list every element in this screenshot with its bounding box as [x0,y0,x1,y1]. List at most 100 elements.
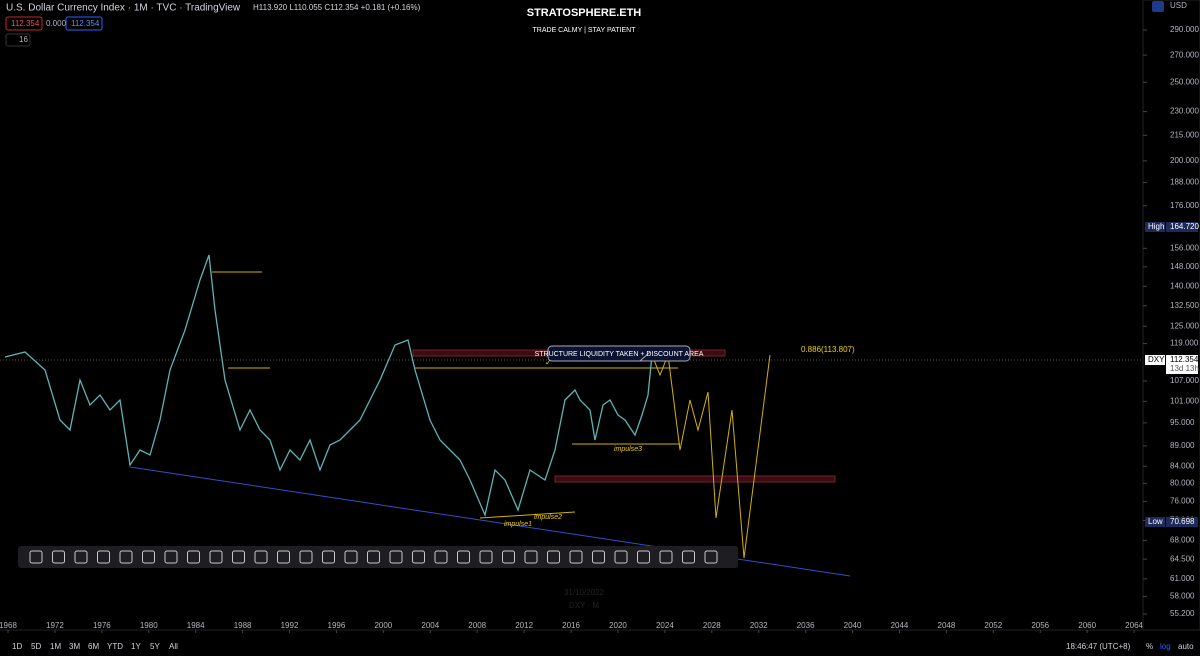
ask: 112.354 [71,19,100,28]
time-tick-label: 1980 [140,621,158,630]
range-button[interactable]: 1Y [131,642,141,651]
range-button[interactable]: 1D [12,642,22,651]
tool-button[interactable] [592,550,605,564]
price-tick-label: 64.500 [1170,554,1195,563]
tool-button[interactable] [97,550,110,564]
tool-button[interactable] [232,550,245,564]
tool-button[interactable] [434,550,448,564]
tool-button[interactable] [209,550,223,564]
indicators-count: 16 [19,35,28,44]
tool-button[interactable] [299,550,313,564]
currency: USD [1170,1,1187,10]
price-tick-label: 148.000 [1170,262,1199,271]
tool-button[interactable] [187,550,200,564]
tool-button[interactable] [322,550,335,564]
percent-toggle[interactable]: % [1146,642,1153,651]
impulse-label: impulse2 [534,514,562,521]
price-tick-label: 140.000 [1170,281,1199,290]
time-tick-label: 2000 [374,621,392,630]
price-tick-label: 200.000 [1170,156,1199,165]
time-tick-label: 2048 [938,621,956,630]
watermark-subtitle: TRADE CALMY | STAY PATIENT [533,27,637,34]
last-symbol-tag [1145,355,1165,365]
indicators-toggle[interactable] [5,33,31,47]
range-button[interactable]: 6M [88,642,99,651]
tool-button[interactable] [457,550,470,564]
log-toggle[interactable]: log [1160,642,1171,651]
price-tick-label: 95.000 [1170,418,1195,427]
low-value: 70.698 [1170,517,1195,526]
tool-button[interactable] [389,550,403,564]
tool-button[interactable] [659,550,673,564]
price-tick-label: 290.000 [1170,25,1199,34]
tool-button[interactable] [569,550,583,564]
time-tick-label: 1992 [281,621,299,630]
range-button[interactable]: 5Y [150,642,160,651]
time-tick-label: 2016 [562,621,580,630]
watermark-title: STRATOSPHERE.ETH [527,7,642,19]
impulse-label: impulse1 [504,521,532,528]
range-button[interactable]: 5D [31,642,41,651]
high-label: High [1148,222,1164,231]
tool-button[interactable] [704,550,718,564]
symbol-title: U.S. Dollar Currency Index · 1M · TVC · … [6,3,241,14]
price-tick-label: 68.000 [1170,536,1195,545]
tool-button[interactable] [29,550,43,564]
price-tick-label: 215.000 [1170,130,1199,139]
price-tick-label: 107.000 [1170,376,1199,385]
tool-button[interactable] [142,550,155,564]
range-button[interactable]: All [169,642,178,651]
range-button[interactable]: 1M [50,642,61,651]
price-tick-label: 132.500 [1170,301,1199,310]
bid-box[interactable] [5,16,43,31]
last-symbol: DXY [1148,355,1165,364]
tool-button[interactable] [412,550,425,564]
low-value-tag [1166,517,1198,527]
auto-toggle[interactable]: auto [1178,642,1194,651]
tool-button[interactable] [52,550,65,564]
price-tick-label: 230.000 [1170,107,1199,116]
time-tick-label: 2032 [750,621,768,630]
callout-box [547,345,691,362]
price-tick-label: 119.000 [1170,339,1199,348]
tool-button[interactable] [524,550,538,564]
tool-button[interactable] [277,550,290,564]
time-tick-label: 1988 [234,621,252,630]
tool-button[interactable] [344,550,358,564]
tool-button[interactable] [164,550,178,564]
last-price-tag [1166,355,1198,374]
fib-label: 0.886(113.807) [801,345,855,354]
tool-button[interactable] [682,550,695,564]
time-tick-label: 2012 [515,621,533,630]
tool-button[interactable] [74,550,88,564]
time-tick-label: 1972 [46,621,64,630]
time-tick-label: 2052 [984,621,1002,630]
tool-button[interactable] [547,550,560,564]
time-tick-label: 2020 [609,621,627,630]
time-tick-label: 2028 [703,621,721,630]
tool-button[interactable] [254,550,268,564]
time-tick-label: 2024 [656,621,674,630]
price-tick-label: 188.000 [1170,178,1199,187]
tool-button[interactable] [479,550,493,564]
spread: 0.000 [46,19,67,28]
tool-button[interactable] [367,550,380,564]
ask-box[interactable] [65,16,103,31]
time-tick-label: 2036 [797,621,815,630]
low-label: Low [1148,517,1163,526]
last-price: 112.354 [1170,355,1199,364]
range-button[interactable]: YTD [107,642,123,651]
tool-button[interactable] [119,550,133,564]
time-tick-label: 2044 [891,621,909,630]
tool-button[interactable] [502,550,515,564]
high-value-tag [1166,222,1198,232]
time-tick-label: 2004 [421,621,439,630]
watermark-date: 31/10/2022 [564,588,605,597]
range-button[interactable]: 3M [69,642,80,651]
tool-button[interactable] [614,550,628,564]
settings-button[interactable] [1152,1,1164,12]
watermark-symbol: DXY · M [569,601,599,610]
tool-button[interactable] [637,550,650,564]
high-tag [1145,222,1165,232]
price-tick-label: 76.000 [1170,497,1195,506]
